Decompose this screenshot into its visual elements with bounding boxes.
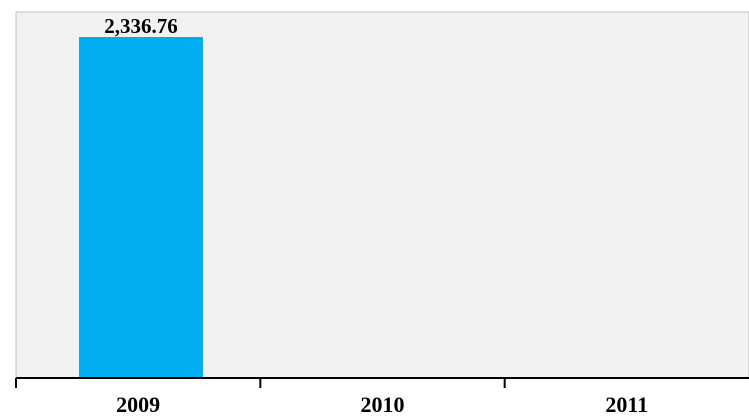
- bar-2009: [79, 37, 203, 378]
- x-tick-label-group: 2009 2010 2011: [116, 392, 648, 417]
- x-tick-label-2010: 2010: [361, 392, 405, 417]
- x-tick-group: [15, 378, 506, 388]
- data-label-2009: 2,336.76: [104, 14, 178, 38]
- x-tick-label-2009: 2009: [116, 392, 160, 417]
- data-label-group: 2,336.76: [104, 14, 178, 38]
- x-tick-label-2011: 2011: [605, 392, 648, 417]
- bar-group: [79, 37, 203, 378]
